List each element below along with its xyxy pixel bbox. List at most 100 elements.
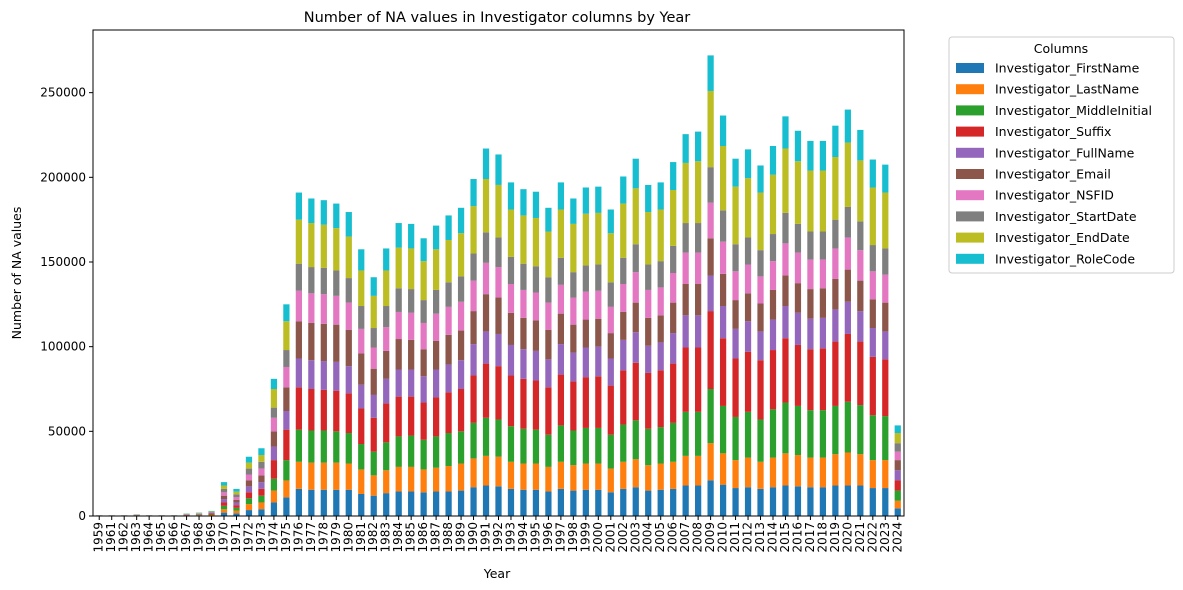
- bar-2022-Investigator_EndDate: [869, 187, 876, 246]
- bar-1971-Investigator_Email: [233, 499, 240, 503]
- bar-1980-Investigator_FullName: [345, 366, 352, 394]
- x-tick-label-2023: 2023: [878, 522, 892, 553]
- bar-2002-Investigator_StartDate: [620, 257, 627, 285]
- bar-1975-Investigator_Email: [283, 387, 290, 412]
- legend-label-Investigator_StartDate: Investigator_StartDate: [995, 209, 1137, 224]
- x-tick-label-2017: 2017: [803, 522, 817, 553]
- bar-2008-Investigator_FirstName: [695, 485, 702, 516]
- x-tick-label-2001: 2001: [603, 522, 617, 553]
- bar-2022-Investigator_MiddleInitial: [869, 415, 876, 461]
- bar-1971-Investigator_FullName: [233, 502, 240, 506]
- bar-2016-Investigator_EndDate: [794, 161, 802, 224]
- bar-1983-Investigator_Suffix: [383, 403, 390, 443]
- x-tick-label-1988: 1988: [441, 522, 455, 553]
- bar-2012-Investigator_Email: [744, 293, 752, 322]
- y-tick-label-100000: 100000: [40, 340, 86, 354]
- bar-1980-Investigator_StartDate: [345, 278, 352, 303]
- bar-2003-Investigator_FirstName: [632, 487, 639, 516]
- x-tick-label-2018: 2018: [815, 522, 829, 553]
- bar-2016-Investigator_MiddleInitial: [794, 405, 802, 456]
- bar-2022-Investigator_NSFID: [869, 271, 876, 300]
- bar-2018-Investigator_MiddleInitial: [819, 410, 827, 458]
- bar-1976-Investigator_NSFID: [295, 290, 302, 322]
- x-tick-label-1969: 1969: [204, 522, 218, 553]
- bar-2004-Investigator_Suffix: [645, 372, 652, 429]
- bar-2008-Investigator_FullName: [695, 315, 702, 348]
- bar-1985-Investigator_LastName: [408, 466, 415, 492]
- bar-1976-Investigator_MiddleInitial: [295, 429, 302, 462]
- x-tick-label-1980: 1980: [341, 522, 355, 553]
- bar-2018-Investigator_EndDate: [819, 170, 827, 232]
- bar-1996-Investigator_FirstName: [545, 491, 552, 516]
- bar-1985-Investigator_RoleCode: [408, 223, 415, 249]
- x-tick-label-1983: 1983: [379, 522, 393, 553]
- bar-1977-Investigator_NSFID: [308, 293, 315, 323]
- legend-swatch-Investigator_FirstName: [956, 63, 984, 73]
- bar-1974-Investigator_LastName: [270, 490, 278, 503]
- bar-1984-Investigator_FullName: [395, 369, 402, 397]
- bar-1978-Investigator_StartDate: [320, 267, 327, 295]
- bar-1981-Investigator_StartDate: [358, 306, 365, 329]
- bar-2009-Investigator_FirstName: [707, 480, 714, 516]
- bar-2019-Investigator_FirstName: [832, 485, 839, 516]
- legend-swatch-Investigator_RoleCode: [956, 253, 984, 264]
- bar-2010-Investigator_LastName: [719, 453, 727, 485]
- bar-1978-Investigator_MiddleInitial: [320, 430, 327, 463]
- bar-1972-Investigator_MiddleInitial: [245, 498, 253, 505]
- bar-2010-Investigator_FirstName: [719, 484, 727, 516]
- bar-2021-Investigator_EndDate: [857, 160, 864, 222]
- bar-1995-Investigator_Email: [532, 320, 540, 351]
- bar-2011-Investigator_RoleCode: [732, 158, 739, 187]
- bar-2001-Investigator_EndDate: [607, 233, 614, 283]
- bar-1972-Investigator_Suffix: [245, 492, 253, 499]
- bar-1988-Investigator_Email: [445, 334, 452, 365]
- bar-1981-Investigator_NSFID: [358, 328, 365, 354]
- bar-2001-Investigator_FirstName: [607, 492, 614, 516]
- x-tick-label-1975: 1975: [279, 522, 293, 553]
- bar-1996-Investigator_Email: [545, 329, 552, 360]
- bar-2006-Investigator_NSFID: [670, 273, 677, 303]
- bar-2018-Investigator_Suffix: [819, 348, 827, 411]
- bar-2009-Investigator_NSFID: [707, 202, 714, 239]
- bar-2004-Investigator_StartDate: [645, 264, 652, 290]
- bar-2013-Investigator_MiddleInitial: [757, 419, 764, 462]
- x-tick-label-2021: 2021: [853, 522, 867, 553]
- bar-2002-Investigator_FirstName: [620, 488, 627, 516]
- bar-1986-Investigator_NSFID: [420, 322, 427, 350]
- x-tick-label-1985: 1985: [404, 522, 418, 553]
- bar-1972-Investigator_Email: [245, 480, 253, 487]
- bar-1972-Investigator_FirstName: [245, 510, 253, 516]
- bar-1975-Investigator_EndDate: [283, 321, 290, 351]
- bar-2021-Investigator_Suffix: [857, 341, 864, 406]
- bar-1992-Investigator_Email: [495, 297, 502, 334]
- bar-1989-Investigator_RoleCode: [457, 207, 465, 234]
- bar-1989-Investigator_EndDate: [457, 233, 465, 277]
- bar-1972-Investigator_EndDate: [245, 462, 253, 469]
- bar-1969-Investigator_NSFID: [208, 512, 215, 513]
- bar-2001-Investigator_RoleCode: [607, 209, 614, 234]
- bar-1989-Investigator_Email: [457, 330, 465, 361]
- bar-1974-Investigator_MiddleInitial: [270, 478, 278, 491]
- bar-1982-Investigator_MiddleInitial: [370, 451, 377, 476]
- bar-1991-Investigator_FullName: [482, 331, 490, 364]
- bar-1969-Investigator_Email: [208, 512, 215, 514]
- bar-2011-Investigator_FirstName: [732, 488, 739, 516]
- bar-2006-Investigator_FullName: [670, 333, 677, 364]
- bar-1998-Investigator_FullName: [570, 352, 577, 382]
- bar-1988-Investigator_Suffix: [445, 392, 452, 434]
- bar-2008-Investigator_NSFID: [695, 252, 702, 285]
- bar-2006-Investigator_RoleCode: [670, 162, 677, 191]
- bar-1973-Investigator_Suffix: [258, 488, 265, 496]
- x-tick-label-2000: 2000: [591, 522, 605, 553]
- bar-1990-Investigator_Email: [470, 311, 477, 345]
- bar-1973-Investigator_NSFID: [258, 468, 265, 476]
- bar-1974-Investigator_NSFID: [270, 417, 278, 432]
- bar-2014-Investigator_LastName: [769, 457, 777, 488]
- bar-1973-Investigator_LastName: [258, 502, 265, 510]
- bar-1997-Investigator_StartDate: [557, 257, 565, 285]
- bar-2013-Investigator_EndDate: [757, 192, 764, 251]
- bar-1988-Investigator_MiddleInitial: [445, 433, 452, 467]
- bar-2016-Investigator_FirstName: [794, 486, 802, 516]
- bar-1992-Investigator_MiddleInitial: [495, 419, 502, 457]
- bar-2012-Investigator_EndDate: [744, 178, 752, 238]
